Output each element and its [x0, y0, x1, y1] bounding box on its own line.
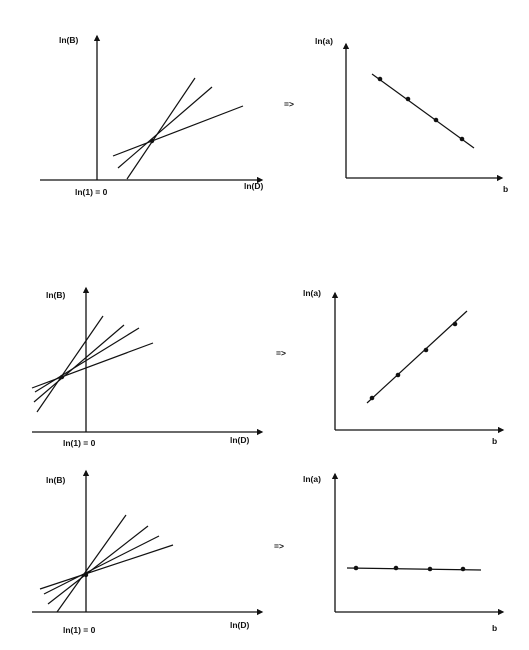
data-point: [395, 372, 401, 378]
y-axis-label: ln(a): [303, 474, 321, 484]
x-axis-label: b: [492, 436, 497, 446]
data-point: [460, 566, 466, 572]
y-axis-label: ln(a): [315, 36, 333, 46]
origin-label: ln(1) = 0: [63, 438, 96, 448]
lna-vs-b-plot-1: ln(a) b: [315, 36, 508, 194]
data-point: [377, 76, 383, 82]
data-point: [433, 117, 439, 123]
origin-label: ln(1) = 0: [75, 187, 108, 197]
line-flatter: [34, 327, 140, 393]
fit-line: [366, 310, 468, 404]
line-shallow: [39, 544, 174, 590]
implies-arrow: =>: [276, 348, 286, 358]
row-1: ln(B) ln(D) ln(1) = 0 => ln(a) b: [40, 34, 508, 197]
intersection-point: [83, 572, 89, 578]
x-axis-label: ln(D): [230, 435, 250, 445]
line-flatter: [43, 535, 160, 595]
lnB-vs-lnD-plot-2: ln(B) ln(D) ln(1) = 0: [31, 286, 264, 448]
line-medium: [33, 324, 125, 403]
row-3: ln(B) ln(D) ln(1) = 0 => ln(a) b: [32, 469, 505, 635]
lnB-vs-lnD-plot-3: ln(B) ln(D) ln(1) = 0: [32, 469, 264, 635]
lna-vs-b-plot-3: ln(a) b: [303, 472, 505, 633]
origin-label: ln(1) = 0: [63, 625, 96, 635]
x-axis-label: ln(D): [230, 620, 250, 630]
y-axis-label: ln(B): [46, 290, 66, 300]
lnB-vs-lnD-plot-1: ln(B) ln(D) ln(1) = 0: [40, 34, 264, 197]
line-steep: [56, 514, 127, 613]
y-axis-label: ln(B): [59, 35, 79, 45]
y-axis-label: ln(B): [46, 475, 66, 485]
data-point: [423, 347, 429, 353]
line-medium: [47, 525, 149, 605]
data-point: [369, 395, 375, 401]
lna-vs-b-plot-2: ln(a) b: [303, 288, 505, 446]
data-point: [427, 566, 433, 572]
fit-line: [371, 73, 475, 149]
x-axis-label: ln(D): [244, 181, 264, 191]
implies-arrow: =>: [284, 99, 294, 109]
fit-line: [346, 567, 482, 571]
line-shallow: [31, 342, 154, 389]
line-shallow: [112, 105, 244, 157]
intersection-point: [149, 138, 155, 144]
line-steep: [36, 315, 104, 413]
implies-arrow: =>: [274, 541, 284, 551]
row-2: ln(B) ln(D) ln(1) = 0 => ln(a) b: [31, 286, 505, 448]
data-point: [393, 565, 399, 571]
data-point: [459, 136, 465, 142]
x-axis-label: b: [492, 623, 497, 633]
y-axis-label: ln(a): [303, 288, 321, 298]
x-axis-label: b: [503, 184, 508, 194]
data-point: [405, 96, 411, 102]
line-medium: [117, 86, 213, 169]
data-point: [452, 321, 458, 327]
intersection-point: [59, 374, 65, 380]
data-point: [353, 565, 359, 571]
line-steep: [126, 77, 196, 180]
